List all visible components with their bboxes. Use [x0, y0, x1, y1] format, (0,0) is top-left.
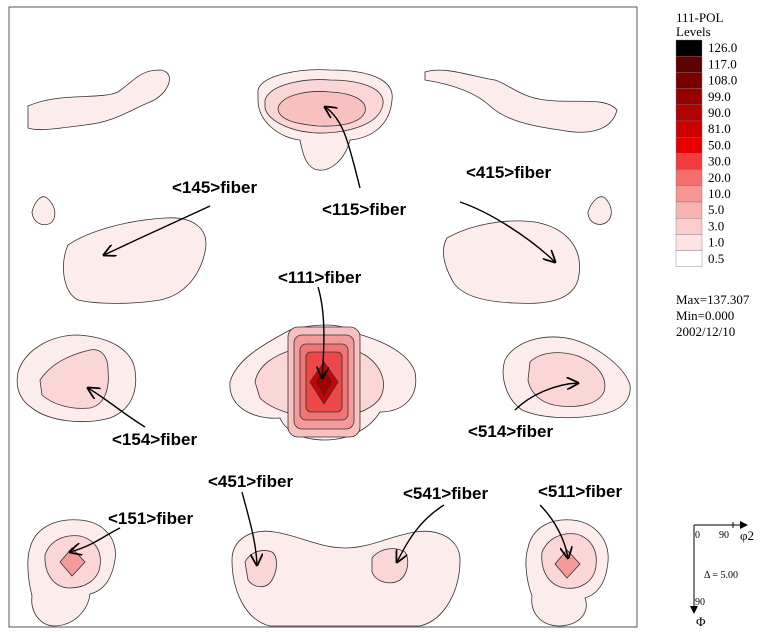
label-154: <154>fiber — [112, 430, 197, 449]
legend-level-label: 1.0 — [708, 235, 724, 250]
contour-top-center-inner — [277, 91, 366, 127]
label-111: <111>fiber — [278, 268, 362, 287]
legend-swatch — [675, 104, 703, 122]
legend-level-label: 3.0 — [708, 218, 724, 233]
legend-swatches: 126.0117.0108.099.090.081.050.030.020.01… — [675, 39, 737, 268]
contour-top-left — [27, 69, 170, 131]
label-514: <514>fiber — [468, 422, 553, 441]
label-115: <115>fiber — [322, 200, 407, 219]
arrow-154 — [88, 388, 146, 428]
delta-label: Δ = 5.00 — [704, 570, 738, 581]
contour-left-dot — [31, 196, 56, 226]
legend-level-label: 90.0 — [708, 105, 731, 120]
legend-swatch — [675, 169, 703, 187]
arrow-115 — [325, 107, 361, 189]
legend-swatch — [675, 120, 703, 138]
Phi-tick-label: 90 — [695, 597, 705, 608]
origin-label: 0 — [695, 530, 700, 541]
legend-swatch — [675, 39, 703, 57]
legend-level-label: 50.0 — [708, 137, 731, 152]
Phi-label: Φ — [696, 614, 706, 629]
legend-level-label: 5.0 — [708, 202, 724, 217]
label-151: <151>fiber — [108, 509, 193, 528]
legend-level-label: 0.5 — [708, 251, 724, 266]
arrow-415 — [459, 201, 555, 262]
arrow-541 — [397, 504, 445, 562]
fiber-arrows — [70, 107, 578, 565]
legend-level-label: 10.0 — [708, 186, 731, 201]
legend-max: Max=137.307 — [676, 292, 750, 307]
legend-swatch — [675, 153, 703, 170]
legend-swatch — [675, 185, 703, 203]
contour-top-right — [424, 69, 618, 133]
phi2-label: φ2 — [740, 528, 754, 543]
axes-indicator: 0 90 φ2 Δ = 5.00 90 Φ — [690, 521, 754, 629]
label-451: <451>fiber — [208, 472, 293, 491]
legend-level-label: 99.0 — [708, 89, 731, 104]
legend-title: 111-POL — [676, 10, 723, 25]
contour-415 — [442, 220, 580, 304]
label-541: <541>fiber — [403, 484, 488, 503]
Phi-arrow-icon — [690, 606, 698, 614]
legend-swatch — [675, 250, 703, 268]
fiber-labels: <115>fiber <145>fiber <415>fiber <111>fi… — [108, 163, 623, 528]
arrow-111 — [318, 286, 324, 378]
contour-145 — [63, 217, 207, 304]
legend-swatch — [675, 234, 703, 251]
label-511: <511>fiber — [538, 482, 623, 501]
contour-regions — [16, 69, 631, 627]
arrow-451 — [241, 491, 257, 565]
contour-right-dot — [587, 196, 612, 225]
legend-swatch — [675, 136, 703, 154]
legend-subtitle: Levels — [676, 24, 711, 39]
legend-swatch — [675, 201, 703, 219]
legend-swatch — [675, 72, 703, 89]
arrow-514 — [514, 383, 578, 411]
legend-min: Min=0.000 — [676, 308, 734, 323]
phi2-tick-label: 90 — [719, 530, 729, 541]
legend-level-label: 81.0 — [708, 121, 731, 136]
arrow-145 — [104, 205, 211, 255]
arrow-151 — [70, 527, 121, 552]
legend-date: 2002/12/10 — [676, 324, 735, 339]
label-415: <415>fiber — [466, 163, 551, 182]
label-145: <145>fiber — [172, 178, 257, 197]
legend-swatch — [675, 217, 703, 235]
phi2-arrow-icon — [740, 521, 748, 529]
legend-level-label: 117.0 — [708, 56, 737, 71]
contour-541-inner — [371, 548, 409, 584]
legend-level-label: 20.0 — [708, 170, 731, 185]
legend-level-label: 108.0 — [708, 73, 737, 88]
legend-swatch — [675, 56, 703, 73]
legend-swatch — [675, 88, 703, 105]
legend-level-label: 30.0 — [708, 154, 731, 169]
legend-level-label: 126.0 — [708, 40, 737, 55]
arrow-511 — [539, 504, 568, 558]
